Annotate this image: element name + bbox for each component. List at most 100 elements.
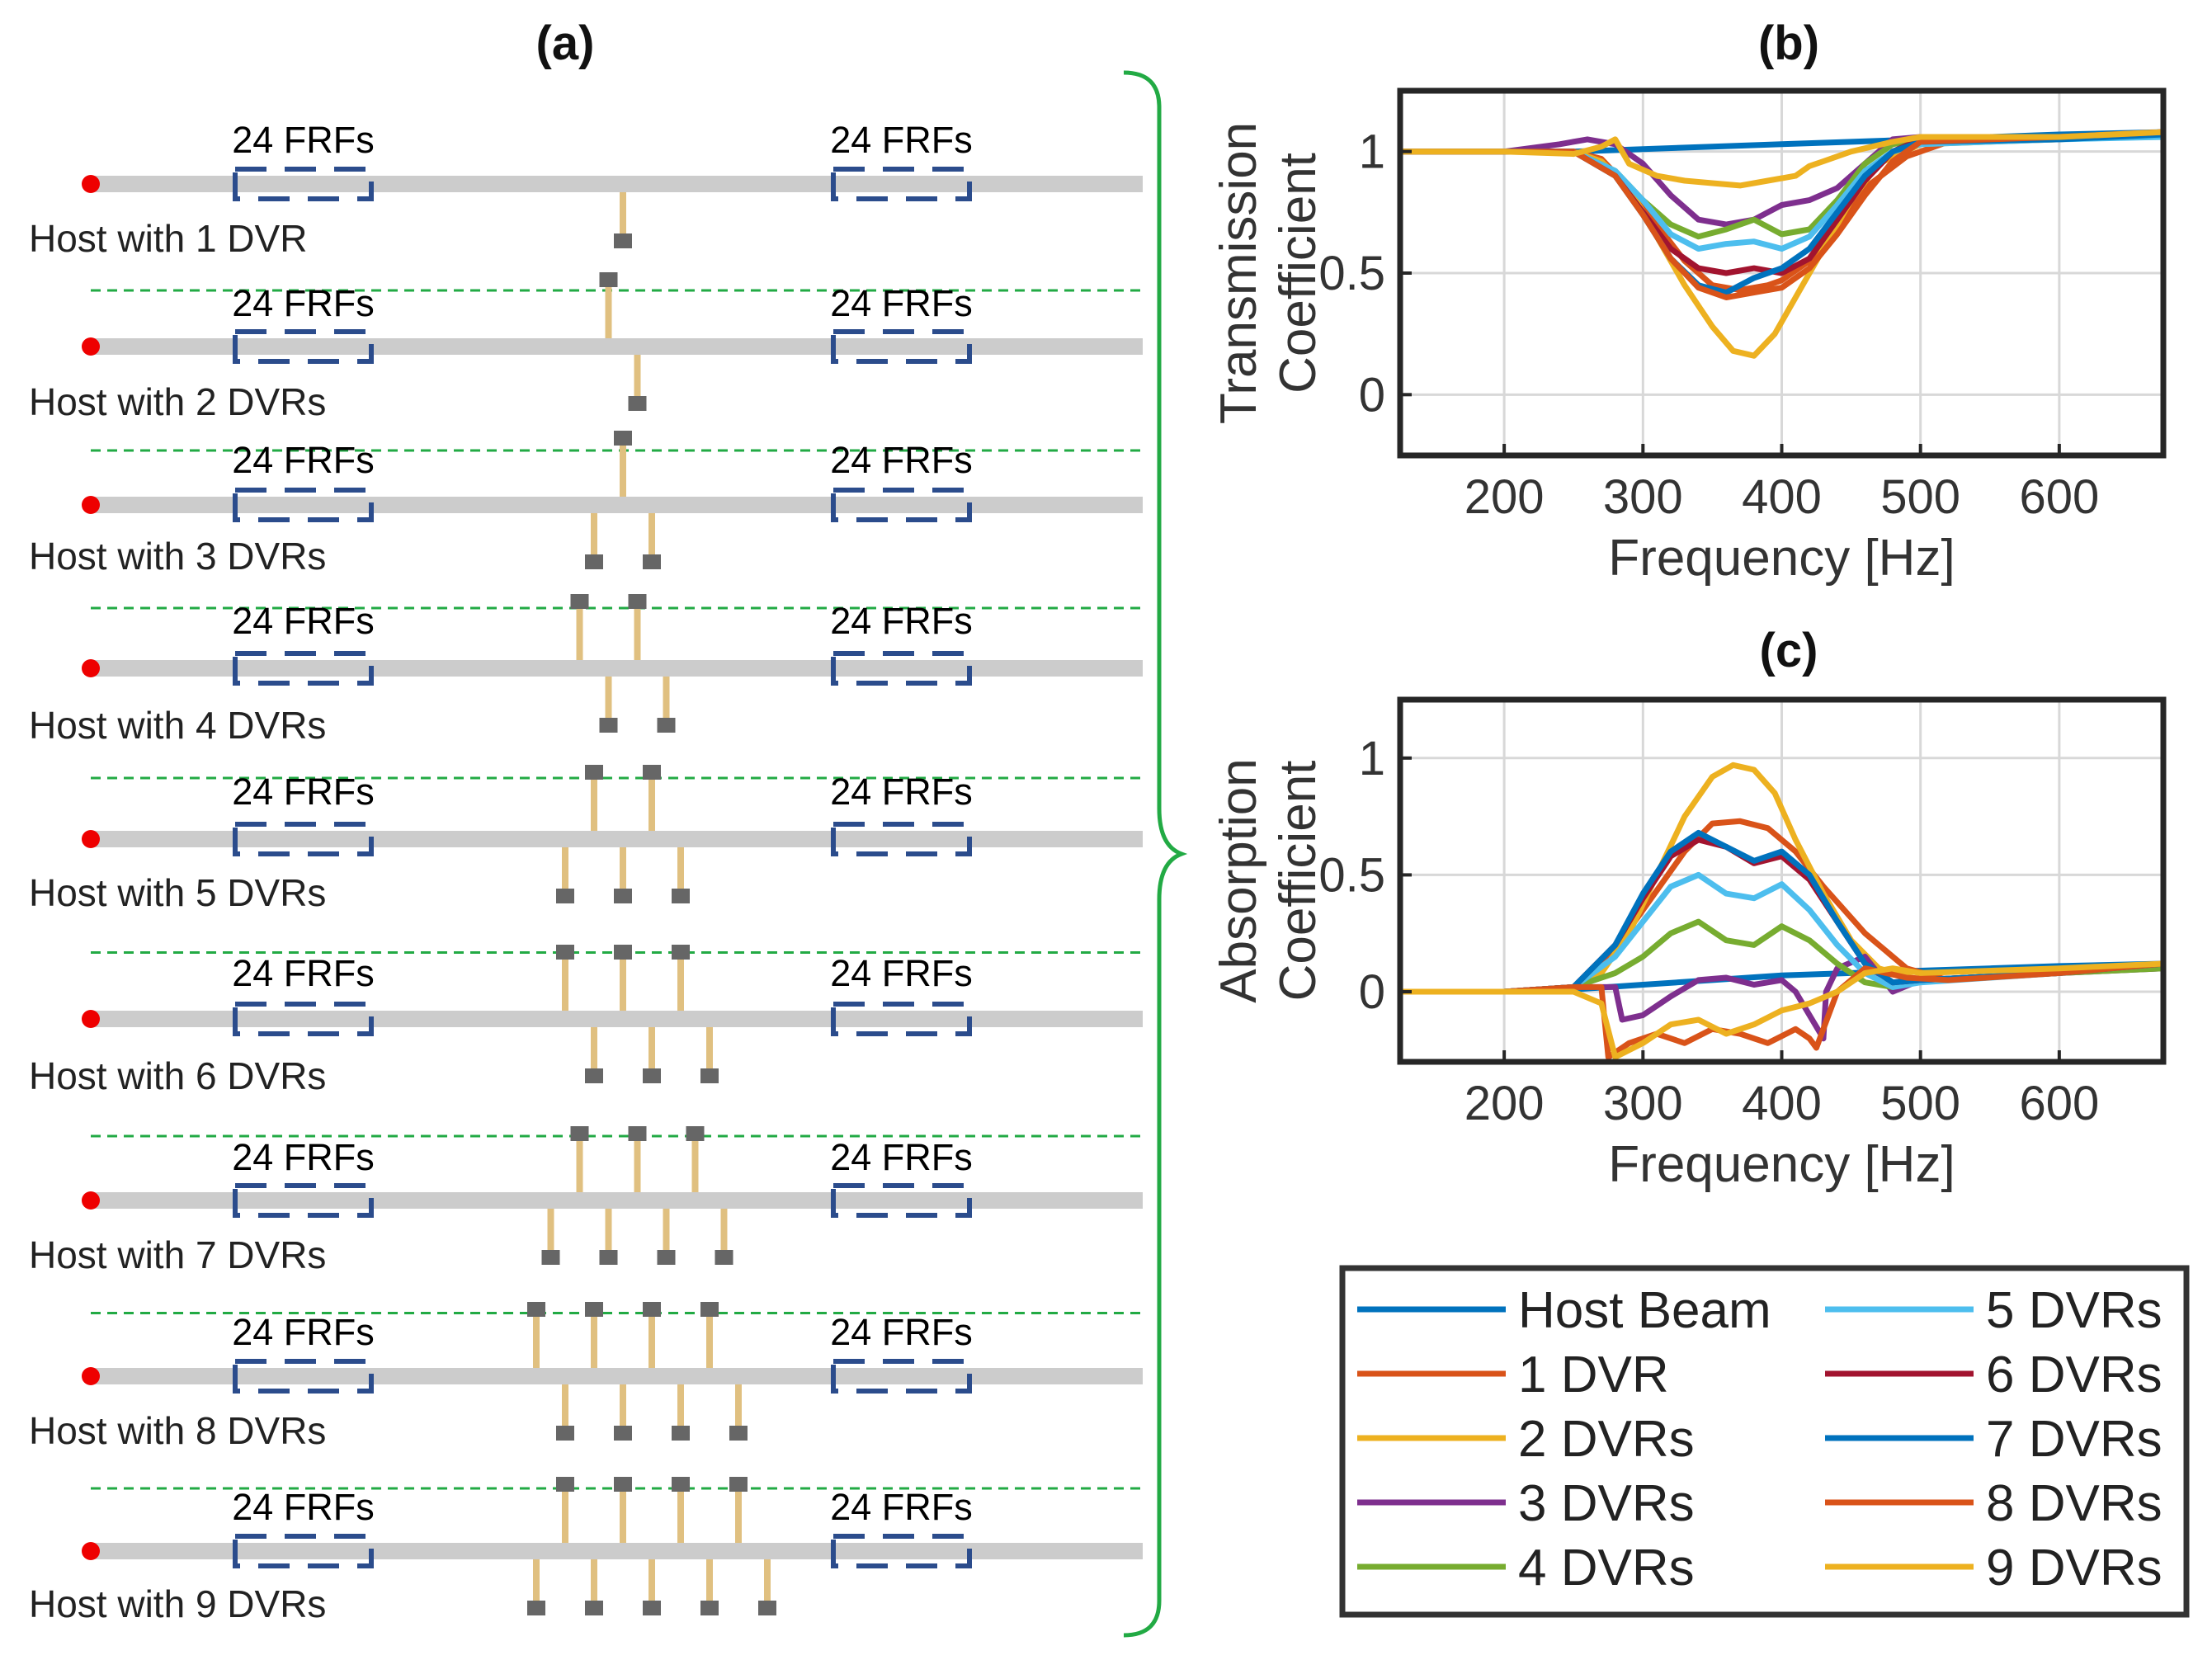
dvr-mass-top (686, 1126, 705, 1141)
dvr-rod-bottom (634, 355, 641, 400)
dvr-rod-top (677, 1489, 684, 1543)
series-group (1400, 762, 2163, 1060)
dvr-mass-bottom (672, 1426, 690, 1441)
x-axis-label: Frequency [Hz] (1608, 1136, 1955, 1193)
dvr-rod-bottom (677, 1384, 684, 1430)
legend-item: 5 DVRs (1825, 1282, 2162, 1339)
row-label: Host with 9 DVRs (29, 1582, 326, 1625)
dvr-mass-top (700, 1302, 719, 1317)
dvr-rod-top (620, 443, 626, 497)
frf-region-right (831, 651, 972, 686)
series-line (1400, 871, 2163, 995)
frf-region-left (233, 822, 374, 856)
frf-region-right (831, 1002, 972, 1036)
dvr-mass-bottom (672, 889, 690, 903)
dvr-rod-bottom (562, 1384, 568, 1430)
dvr-mass-bottom (758, 1601, 776, 1615)
legend-label: 6 DVRs (1986, 1346, 2162, 1403)
x-tick-label: 500 (1880, 1077, 1960, 1130)
y-tick-label: 0.5 (1318, 848, 1385, 902)
dvr-mass-bottom (599, 718, 618, 733)
panel-a-title: (a) (536, 17, 595, 70)
excitation-point (82, 496, 100, 514)
x-tick-label: 200 (1464, 1077, 1545, 1130)
panel-b-title: (b) (1758, 17, 1819, 70)
excitation-point (82, 175, 100, 193)
dvr-rod-bottom (620, 847, 626, 893)
panel-a-schematic: (a) 24 FRFs 24 FRFs Host with 1 DVR 24 FRFs… (29, 17, 1188, 1638)
dvr-rod-bottom (677, 847, 684, 893)
x-tick-label: 600 (2019, 470, 2099, 524)
host-beam (91, 1192, 1143, 1209)
dvr-rod-top (591, 1314, 597, 1368)
frf-label: 24 FRFs (830, 282, 973, 324)
dvr-rod-top (562, 957, 568, 1011)
legend-label: 4 DVRs (1518, 1540, 1695, 1596)
dvr-rod-top (691, 1139, 699, 1192)
host-beam (91, 1543, 1143, 1559)
row-label: Host with 1 DVR (29, 217, 307, 260)
dvr-rod-bottom (605, 1209, 612, 1254)
dvr-mass-top (585, 765, 603, 780)
schematic-row: 24 FRFs 24 FRFs Host with 4 DVRs (29, 594, 1143, 780)
frf-label: 24 FRFs (232, 119, 375, 161)
y-tick-label: 0.5 (1318, 247, 1385, 300)
frf-label: 24 FRFs (232, 439, 375, 481)
y-axis-label: Transmission (1210, 122, 1267, 424)
frf-label: 24 FRFs (830, 1486, 973, 1528)
legend-label: Host Beam (1518, 1282, 1771, 1339)
curly-brace (1123, 70, 1188, 1638)
y-axis-label: Absorption (1210, 758, 1267, 1002)
dvr-rod-bottom (649, 1559, 655, 1605)
dvr-mass-top (570, 1126, 589, 1141)
legend-label: 1 DVR (1518, 1346, 1669, 1403)
panel-b-transmission-chart: (b) 200 300 400 500 600 0 0.5 1 Frequency [Hz] Tr… (1210, 17, 2167, 587)
row-label: Host with 8 DVRs (29, 1409, 326, 1452)
absorption-plot: 200 300 400 500 600 0 0.5 1 Frequency [Hz] Absorp… (1210, 696, 2167, 1193)
dvr-mass-top (628, 1126, 647, 1141)
frf-label: 24 FRFs (830, 1311, 973, 1353)
legend: Host Beam 1 DVR 2 DVRs 3 DVRs 4 DVRs 5 DVRs 6 … (1339, 1265, 2190, 1618)
frf-region-left (233, 1183, 374, 1218)
x-tick-label: 300 (1603, 470, 1683, 524)
dvr-mass-bottom (628, 396, 647, 411)
dvr-rod-top (576, 606, 583, 660)
dvr-mass-bottom (643, 554, 661, 569)
x-tick-label: 600 (2019, 1077, 2099, 1130)
dvr-mass-top (556, 945, 574, 960)
panel-c-title: (c) (1760, 624, 1818, 677)
legend-label: 3 DVRs (1518, 1475, 1695, 1532)
dvr-mass-top (599, 272, 618, 287)
dvr-rod-top (562, 1489, 568, 1543)
legend-item: 9 DVRs (1825, 1540, 2162, 1596)
dvr-rod-bottom (562, 847, 568, 893)
dvr-rod-bottom (620, 192, 626, 238)
dvr-mass-top (585, 1302, 603, 1317)
frf-label: 24 FRFs (830, 771, 973, 813)
dvr-mass-bottom (729, 1426, 748, 1441)
dvr-rod-top (649, 777, 655, 831)
dvr-rod-bottom (735, 1384, 742, 1430)
dvr-rod-top (605, 285, 612, 338)
dvr-rod-top (576, 1139, 583, 1192)
frf-label: 24 FRFs (232, 771, 375, 813)
legend-item: 1 DVR (1357, 1346, 1669, 1403)
excitation-point (82, 1010, 100, 1028)
transmission-plot: 200 300 400 500 600 0 0.5 1 Frequency [Hz] Transm… (1210, 87, 2167, 587)
dvr-mass-bottom (614, 889, 632, 903)
frf-region-right (831, 822, 972, 856)
frf-region-right (831, 488, 972, 522)
dvr-rod-top (634, 1139, 641, 1192)
dvr-rod-bottom (663, 1209, 670, 1254)
frf-label: 24 FRFs (830, 952, 973, 994)
series-line (1400, 129, 2163, 189)
dvr-mass-bottom (556, 889, 574, 903)
excitation-point (82, 337, 100, 356)
frf-region-right (831, 1183, 972, 1218)
series-group (1400, 129, 2163, 359)
row-label: Host with 3 DVRs (29, 535, 326, 578)
dvr-mass-bottom (715, 1250, 733, 1265)
x-tick-label: 400 (1742, 470, 1822, 524)
dvr-mass-top (614, 431, 632, 446)
